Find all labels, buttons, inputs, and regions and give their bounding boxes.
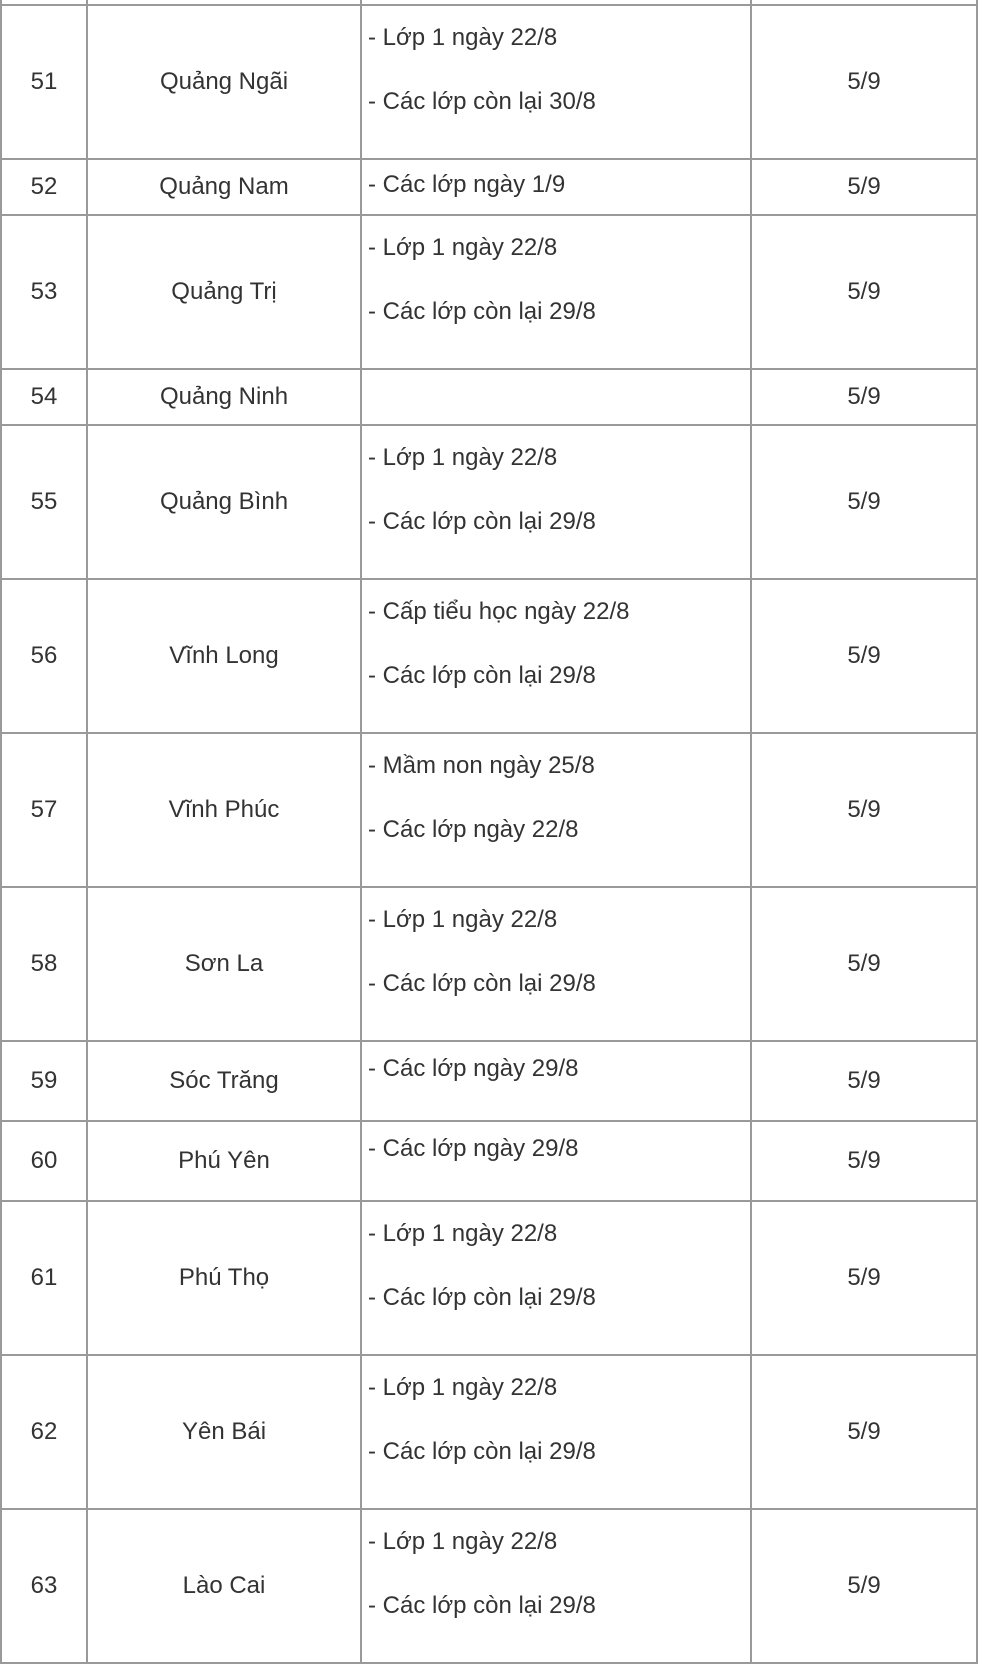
table-row: 57 Vĩnh Phúc - Mầm non ngày 25/8 - Các lớp … bbox=[0, 732, 978, 888]
opening-date-cell: 5/9 bbox=[750, 424, 978, 580]
opening-date-cell: 5/9 bbox=[750, 368, 978, 426]
student-return-date-cell: - Lớp 1 ngày 22/8 - Các lớp còn lại 29/8 bbox=[360, 214, 752, 370]
return-date-line: - Các lớp còn lại 29/8 bbox=[368, 662, 596, 689]
return-date-line: - Các lớp ngày 29/8 bbox=[368, 1055, 579, 1082]
student-return-date-cell: - Lớp 1 ngày 22/8 - Các lớp còn lại 29/8 bbox=[360, 886, 752, 1042]
province-cell: Phú Thọ bbox=[86, 1200, 362, 1356]
return-date-line: - Các lớp ngày 1/9 bbox=[368, 171, 566, 198]
opening-date-cell: 5/9 bbox=[750, 886, 978, 1042]
table-row: 55 Quảng Bình - Lớp 1 ngày 22/8 - Các lớp c… bbox=[0, 424, 978, 580]
return-date-line: - Các lớp còn lại 29/8 bbox=[368, 1284, 596, 1311]
return-date-line: - Các lớp còn lại 30/8 bbox=[368, 88, 596, 115]
table-row: 61 Phú Thọ - Lớp 1 ngày 22/8 - Các lớp còn … bbox=[0, 1200, 978, 1356]
province-cell: Quảng Nam bbox=[86, 158, 362, 216]
student-return-date-cell: - Lớp 1 ngày 22/8 - Các lớp còn lại 29/8 bbox=[360, 1200, 752, 1356]
table-row: 58 Sơn La - Lớp 1 ngày 22/8 - Các lớp còn l… bbox=[0, 886, 978, 1042]
row-number-cell: 53 bbox=[0, 214, 88, 370]
student-return-date-cell: - Lớp 1 ngày 22/8 - Các lớp còn lại 29/8 bbox=[360, 1354, 752, 1510]
table-row: 53 Quảng Trị - Lớp 1 ngày 22/8 - Các lớp cò… bbox=[0, 214, 978, 370]
return-date-line: - Các lớp còn lại 29/8 bbox=[368, 1592, 596, 1619]
return-date-line: - Lớp 1 ngày 22/8 bbox=[368, 24, 558, 51]
return-date-line: - Các lớp còn lại 29/8 bbox=[368, 970, 596, 997]
opening-date-cell: 5/9 bbox=[750, 1354, 978, 1510]
row-number-cell: 59 bbox=[0, 1040, 88, 1122]
return-date-line: - Các lớp còn lại 29/8 bbox=[368, 1438, 596, 1465]
opening-date-cell: 5/9 bbox=[750, 158, 978, 216]
return-date-line: - Các lớp ngày 22/8 bbox=[368, 816, 579, 843]
row-number-cell: 56 bbox=[0, 578, 88, 734]
student-return-date-cell: - Lớp 1 ngày 22/8 - Các lớp còn lại 29/8 bbox=[360, 1508, 752, 1664]
province-cell: Quảng Ninh bbox=[86, 368, 362, 426]
province-cell: Sơn La bbox=[86, 886, 362, 1042]
table-row: 62 Yên Bái - Lớp 1 ngày 22/8 - Các lớp còn … bbox=[0, 1354, 978, 1510]
return-date-line: - Lớp 1 ngày 22/8 bbox=[368, 906, 558, 933]
row-number-cell: 55 bbox=[0, 424, 88, 580]
student-return-date-cell bbox=[360, 368, 752, 426]
province-cell: Quảng Trị bbox=[86, 214, 362, 370]
row-number-cell: 54 bbox=[0, 368, 88, 426]
student-return-date-cell: - Cấp tiểu học ngày 22/8 - Các lớp còn lạ… bbox=[360, 578, 752, 734]
row-number-cell: 62 bbox=[0, 1354, 88, 1510]
return-date-line: - Lớp 1 ngày 22/8 bbox=[368, 1220, 558, 1247]
student-return-date-cell: - Các lớp ngày 29/8 bbox=[360, 1120, 752, 1202]
return-date-line: - Các lớp ngày 29/8 bbox=[368, 1135, 579, 1162]
student-return-date-cell: - Lớp 1 ngày 22/8 - Các lớp còn lại 30/8 bbox=[360, 4, 752, 160]
table-row: 59 Sóc Trăng - Các lớp ngày 29/8 5/9 bbox=[0, 1040, 978, 1122]
province-cell: Phú Yên bbox=[86, 1120, 362, 1202]
row-number-cell: 52 bbox=[0, 158, 88, 216]
student-return-date-cell: - Mầm non ngày 25/8 - Các lớp ngày 22/8 bbox=[360, 732, 752, 888]
row-number-cell: 58 bbox=[0, 886, 88, 1042]
opening-date-cell: 5/9 bbox=[750, 1508, 978, 1664]
return-date-line: - Lớp 1 ngày 22/8 bbox=[368, 1528, 558, 1555]
table-row: 63 Lào Cai - Lớp 1 ngày 22/8 - Các lớp còn … bbox=[0, 1508, 978, 1664]
student-return-date-cell: - Các lớp ngày 29/8 bbox=[360, 1040, 752, 1122]
table-row: 56 Vĩnh Long - Cấp tiểu học ngày 22/8 - Các… bbox=[0, 578, 978, 734]
province-cell: Lào Cai bbox=[86, 1508, 362, 1664]
return-date-line: - Lớp 1 ngày 22/8 bbox=[368, 1374, 558, 1401]
opening-date-cell: 5/9 bbox=[750, 1040, 978, 1122]
student-return-date-cell: - Các lớp ngày 1/9 bbox=[360, 158, 752, 216]
province-cell: Yên Bái bbox=[86, 1354, 362, 1510]
return-date-line: - Các lớp còn lại 29/8 bbox=[368, 508, 596, 535]
opening-date-cell: 5/9 bbox=[750, 1120, 978, 1202]
return-date-line: - Cấp tiểu học ngày 22/8 bbox=[368, 598, 630, 625]
opening-date-cell: 5/9 bbox=[750, 214, 978, 370]
province-cell: Vĩnh Long bbox=[86, 578, 362, 734]
return-date-line: - Các lớp còn lại 29/8 bbox=[368, 298, 596, 325]
row-number-cell: 61 bbox=[0, 1200, 88, 1356]
opening-date-cell: 5/9 bbox=[750, 1200, 978, 1356]
table-row: 54 Quảng Ninh 5/9 bbox=[0, 368, 978, 426]
return-date-line: - Mầm non ngày 25/8 bbox=[368, 752, 595, 779]
table-row: 60 Phú Yên - Các lớp ngày 29/8 5/9 bbox=[0, 1120, 978, 1202]
table-row: 52 Quảng Nam - Các lớp ngày 1/9 5/9 bbox=[0, 158, 978, 216]
table-row: 51 Quảng Ngãi - Lớp 1 ngày 22/8 - Các lớp c… bbox=[0, 4, 978, 160]
province-cell: Sóc Trăng bbox=[86, 1040, 362, 1122]
table-row-previous bbox=[0, 0, 978, 6]
province-cell: Quảng Bình bbox=[86, 424, 362, 580]
return-date-line: - Lớp 1 ngày 22/8 bbox=[368, 444, 558, 471]
province-cell: Quảng Ngãi bbox=[86, 4, 362, 160]
row-number-cell: 63 bbox=[0, 1508, 88, 1664]
opening-date-cell: 5/9 bbox=[750, 4, 978, 160]
row-number-cell: 57 bbox=[0, 732, 88, 888]
opening-date-cell: 5/9 bbox=[750, 732, 978, 888]
province-cell: Vĩnh Phúc bbox=[86, 732, 362, 888]
return-date-line: - Lớp 1 ngày 22/8 bbox=[368, 234, 558, 261]
opening-date-cell: 5/9 bbox=[750, 578, 978, 734]
row-number-cell: 51 bbox=[0, 4, 88, 160]
student-return-date-cell: - Lớp 1 ngày 22/8 - Các lớp còn lại 29/8 bbox=[360, 424, 752, 580]
row-number-cell: 60 bbox=[0, 1120, 88, 1202]
